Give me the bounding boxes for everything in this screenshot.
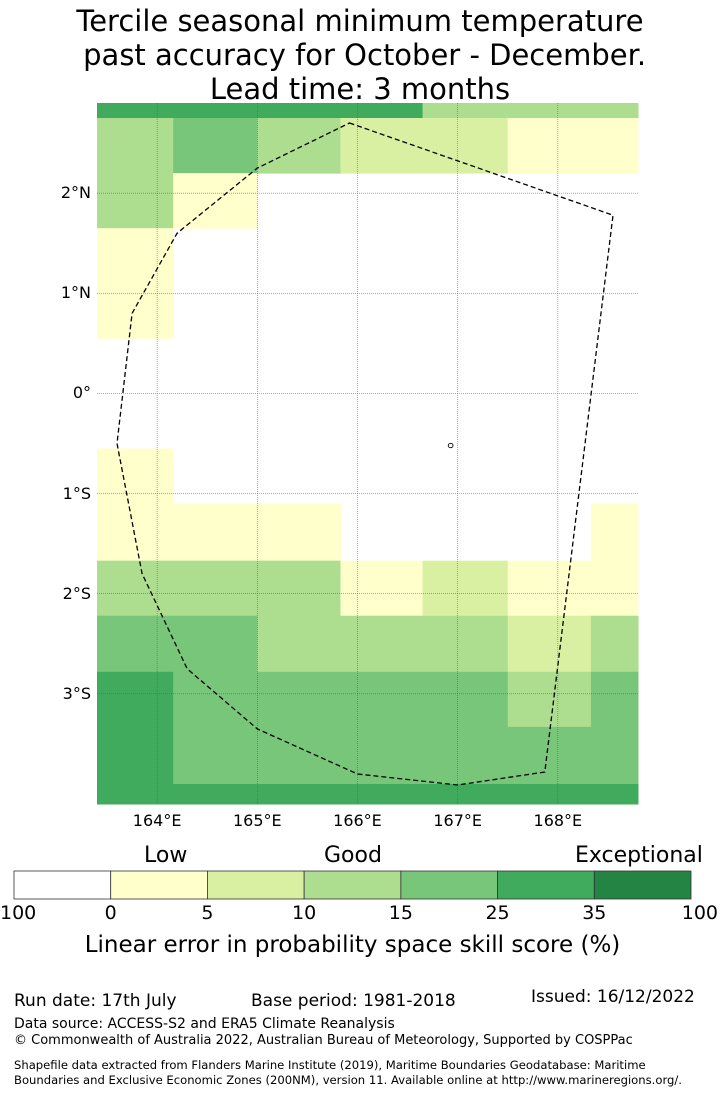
colorbar-tick-label: 100 — [0, 902, 37, 924]
skill-cell-26 — [97, 783, 639, 805]
colorbar-tick-label: 25 — [485, 902, 510, 924]
lon-tick-label: 165°E — [232, 811, 282, 830]
lon-tick-label: 166°E — [333, 811, 382, 830]
colorbar-tick-label: 35 — [582, 902, 607, 924]
skill-cell-1 — [422, 103, 639, 119]
colorbar-swatch-5 — [497, 870, 595, 900]
colorbar-swatch-1 — [110, 870, 208, 900]
skill-cell-10 — [97, 448, 174, 505]
lon-tick-label: 164°E — [132, 811, 182, 830]
skill-cell-12 — [590, 503, 639, 562]
skill-cell-2 — [97, 118, 174, 174]
colorbar-category-exceptional: Exceptional — [575, 843, 703, 868]
colorbar-swatch-0 — [13, 870, 112, 900]
skill-cell-6 — [507, 118, 639, 174]
lat-tick-label: 3°S — [62, 683, 91, 703]
map-title: Tercile seasonal minimum temperature pas… — [0, 4, 720, 106]
skill-cell-7 — [97, 173, 174, 229]
skill-cell-11 — [97, 503, 341, 562]
skill-cell-8 — [173, 173, 258, 229]
lat-tick-label: 2°S — [62, 583, 91, 603]
gridlines — [97, 103, 638, 804]
skill-cell-17 — [97, 615, 258, 673]
colorbar-category-good: Good — [324, 843, 382, 868]
skill-cell-5 — [340, 118, 509, 174]
skill-cell-0 — [97, 103, 424, 119]
colorbar-tick-label: 15 — [388, 902, 413, 924]
eez-boundary — [116, 122, 614, 786]
title-line-3: Lead time: 3 months — [209, 72, 511, 106]
colorbar — [13, 870, 692, 900]
lon-tick-label: 168°E — [533, 811, 583, 830]
title-line-1: Tercile seasonal minimum temperature — [76, 4, 644, 38]
skill-cell-4 — [257, 118, 341, 174]
lat-tick-label: 1°N — [60, 283, 91, 303]
lon-tick-label: 167°E — [433, 811, 482, 830]
skill-cells — [97, 103, 639, 805]
colorbar-label: Linear error in probability space skill … — [84, 932, 621, 958]
colorbar-tick-label: 0 — [104, 902, 117, 924]
base-period: Base period: 1981-2018 — [251, 991, 456, 1011]
skill-cell-13 — [97, 560, 341, 617]
data-source: Data source: ACCESS-S2 and ERA5 Climate … — [14, 1016, 395, 1032]
lat-tick-label: 0° — [72, 383, 91, 403]
skill-cell-15 — [422, 560, 509, 617]
shapefile-credit-2: Boundaries and Exclusive Economic Zones … — [14, 1073, 682, 1087]
skill-cell-24 — [590, 671, 639, 728]
skill-cell-20 — [590, 615, 639, 673]
skill-cell-22 — [173, 671, 509, 785]
colorbar-tick-label: 100 — [681, 902, 718, 924]
skill-cell-16 — [507, 560, 639, 617]
skill-cell-21 — [97, 671, 174, 785]
lat-tick-label: 1°S — [62, 483, 91, 503]
colorbar-swatch-6 — [593, 870, 692, 900]
skill-cell-23 — [507, 671, 592, 728]
shapefile-credit-1: Shapefile data extracted from Flanders M… — [14, 1058, 646, 1072]
lat-tick-label: 2°N — [60, 183, 91, 203]
colorbar-tick-label: 10 — [292, 902, 317, 924]
skill-cell-3 — [173, 118, 258, 174]
skill-cell-9 — [97, 228, 174, 339]
colorbar-swatch-2 — [207, 870, 305, 900]
skill-cell-19 — [507, 615, 592, 673]
colorbar-swatch-3 — [303, 870, 402, 900]
issued-date: Issued: 16/12/2022 — [531, 987, 695, 1007]
colorbar-tick-label: 5 — [201, 902, 214, 924]
colorbar-swatch-4 — [400, 870, 498, 900]
skill-cell-14 — [340, 560, 424, 617]
skill-cell-18 — [257, 615, 509, 673]
skill-cell-25 — [507, 726, 639, 785]
copyright: © Commonwealth of Australia 2022, Austra… — [14, 1033, 633, 1048]
island-marker — [447, 442, 454, 449]
title-line-2: past accuracy for October - December. — [73, 38, 647, 72]
run-date: Run date: 17th July — [14, 991, 177, 1011]
colorbar-category-low: Low — [144, 843, 188, 868]
